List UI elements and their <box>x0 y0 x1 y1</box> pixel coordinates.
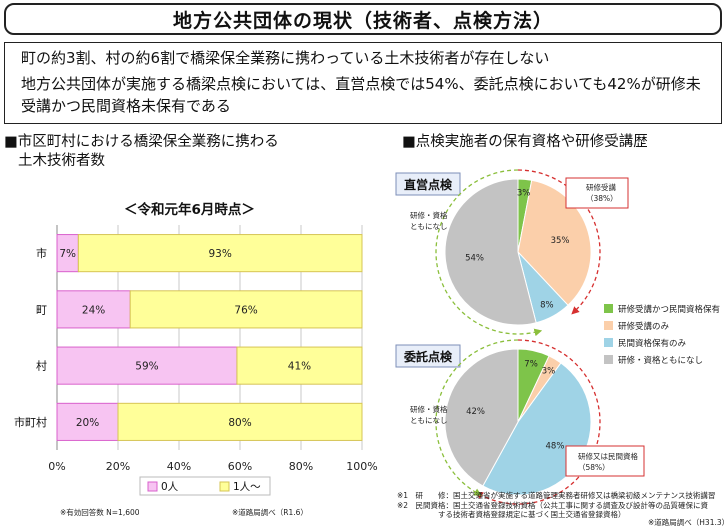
legend-label: 民間資格保有のみ <box>618 338 687 349</box>
legend-label: 研修受講かつ民間資格保有 <box>618 304 720 315</box>
footnote-3: する技術者資格登録規定に基づく国土交通省登録資格） <box>438 510 626 519</box>
legend-box <box>139 476 271 496</box>
data-label: 7% <box>59 248 76 260</box>
legend-swatch <box>219 481 230 492</box>
annotation-box <box>565 177 629 209</box>
annotation-label: （58%） <box>578 463 610 472</box>
annotation-label: 研修受講 <box>586 182 616 192</box>
x-tick-label: 40% <box>167 460 191 473</box>
pie-slice <box>444 178 537 326</box>
right-section-heading: ■点検実施者の保有資格や研修受講歴 <box>402 134 648 150</box>
pie-slice <box>444 348 519 487</box>
data-label: 93% <box>209 248 232 260</box>
legend-swatch <box>604 338 613 347</box>
bar-segment <box>129 290 363 329</box>
category-label: 市 <box>36 246 47 260</box>
bracket-arc-none <box>435 339 519 496</box>
summary-box: 町の約3割、村の約6割で橋梁保全業務に携わっている土木技術者が存在しない 地方公… <box>4 42 722 124</box>
x-tick-label: 20% <box>106 460 130 473</box>
pie-panel: 直営点検3%35%8%54%研修受講（38%）研修・資格ともになし委託点検7%3… <box>395 169 720 505</box>
pie-slice <box>517 179 592 306</box>
slice-label: 42% <box>466 407 485 417</box>
footnote-2: ※2 民間資格：国土交通省登録技術資格（公共工事に関する調査及び設計等の品質確保… <box>397 501 709 510</box>
data-label: 20% <box>76 417 99 429</box>
annotation-label: 研修・資格 <box>410 210 448 220</box>
pie-source: ※道路局調べ（H31.3） <box>648 518 728 527</box>
annotation-label: ともになし <box>410 416 448 425</box>
slice-label: 48% <box>546 441 565 451</box>
data-label: 24% <box>82 304 105 316</box>
legend-swatch <box>604 355 613 364</box>
pie-title-box <box>395 172 461 196</box>
legend-swatch <box>147 481 158 492</box>
data-label: 80% <box>228 417 251 429</box>
annotation-box <box>565 445 645 477</box>
bar-segment <box>56 290 131 329</box>
data-label: 59% <box>135 361 158 373</box>
summary-line-2: 地方公共団体が実施する橋梁点検においては、直営点検では54%、委託点検においても… <box>21 75 701 115</box>
bar-segment <box>117 402 363 441</box>
annotation-label: ともになし <box>410 222 448 231</box>
bar-segment <box>77 234 363 273</box>
legend-swatch <box>604 321 613 330</box>
bar-chart: 0% 20% 40% 60% 80% 100% 市 7% 93% 町 24% 76% 村 59% 41% 市町… <box>14 225 378 496</box>
page-title: 地方公共団体の現状（技術者、点検方法） <box>4 3 722 35</box>
pie-title: 委託点検 <box>403 349 453 364</box>
data-label: 41% <box>288 361 311 373</box>
bar-chart-note-n: ※有効回答数 N=1,600 <box>60 508 140 517</box>
annotation-label: （38%） <box>586 194 618 203</box>
annotation-label: 研修又は民間資格 <box>578 451 638 461</box>
annotation-label: 研修・資格 <box>410 404 448 414</box>
x-tick-label: 60% <box>228 460 252 473</box>
slice-label: 7% <box>524 360 538 370</box>
category-label: 町 <box>36 303 47 316</box>
pie-title: 直営点検 <box>404 177 453 192</box>
x-tick-label: 80% <box>289 460 313 473</box>
left-heading-line-1: ■市区町村における橋梁保全業務に携わる <box>4 134 279 150</box>
bar-segment <box>56 402 119 441</box>
slice-label: 3% <box>542 366 556 376</box>
bar-segment <box>56 346 238 385</box>
bar-segment <box>236 346 363 385</box>
slice-label: 8% <box>540 300 554 310</box>
legend-label: 研修受講のみ <box>618 321 670 332</box>
category-label: 村 <box>36 359 47 373</box>
slice-label: 35% <box>551 236 570 246</box>
x-tick-label: 0% <box>48 460 65 473</box>
data-label: 76% <box>234 304 257 316</box>
slice-label: 54% <box>465 253 484 263</box>
pie-title-box <box>395 344 461 368</box>
summary-line-1: 町の約3割、村の約6割で橋梁保全業務に携わっている土木技術者が存在しない <box>21 49 550 67</box>
category-label: 市町村 <box>14 415 47 429</box>
bar-chart-source: ※道路局調べ（R1.6） <box>232 508 308 517</box>
legend-label: 0人 <box>161 481 179 493</box>
x-tick-label: 100% <box>346 460 377 473</box>
left-section-heading: ■市区町村における橋梁保全業務に携わる 土木技術者数 <box>4 133 279 171</box>
bracket-arc-trained <box>475 339 601 505</box>
footnote-1: ※1 研 修：国土交通省が実施する道路管理実務者研修又は橋梁初級メンテナンス技術… <box>397 491 716 500</box>
legend-label: 1人～ <box>233 481 261 493</box>
legend-label: 研修・資格ともになし <box>618 355 703 366</box>
legend-swatch <box>604 304 613 313</box>
slice-label: 3% <box>517 188 531 198</box>
bar-chart-subtitle: ＜令和元年6月時点＞ <box>124 202 255 218</box>
left-heading-line-2: 土木技術者数 <box>18 153 105 169</box>
